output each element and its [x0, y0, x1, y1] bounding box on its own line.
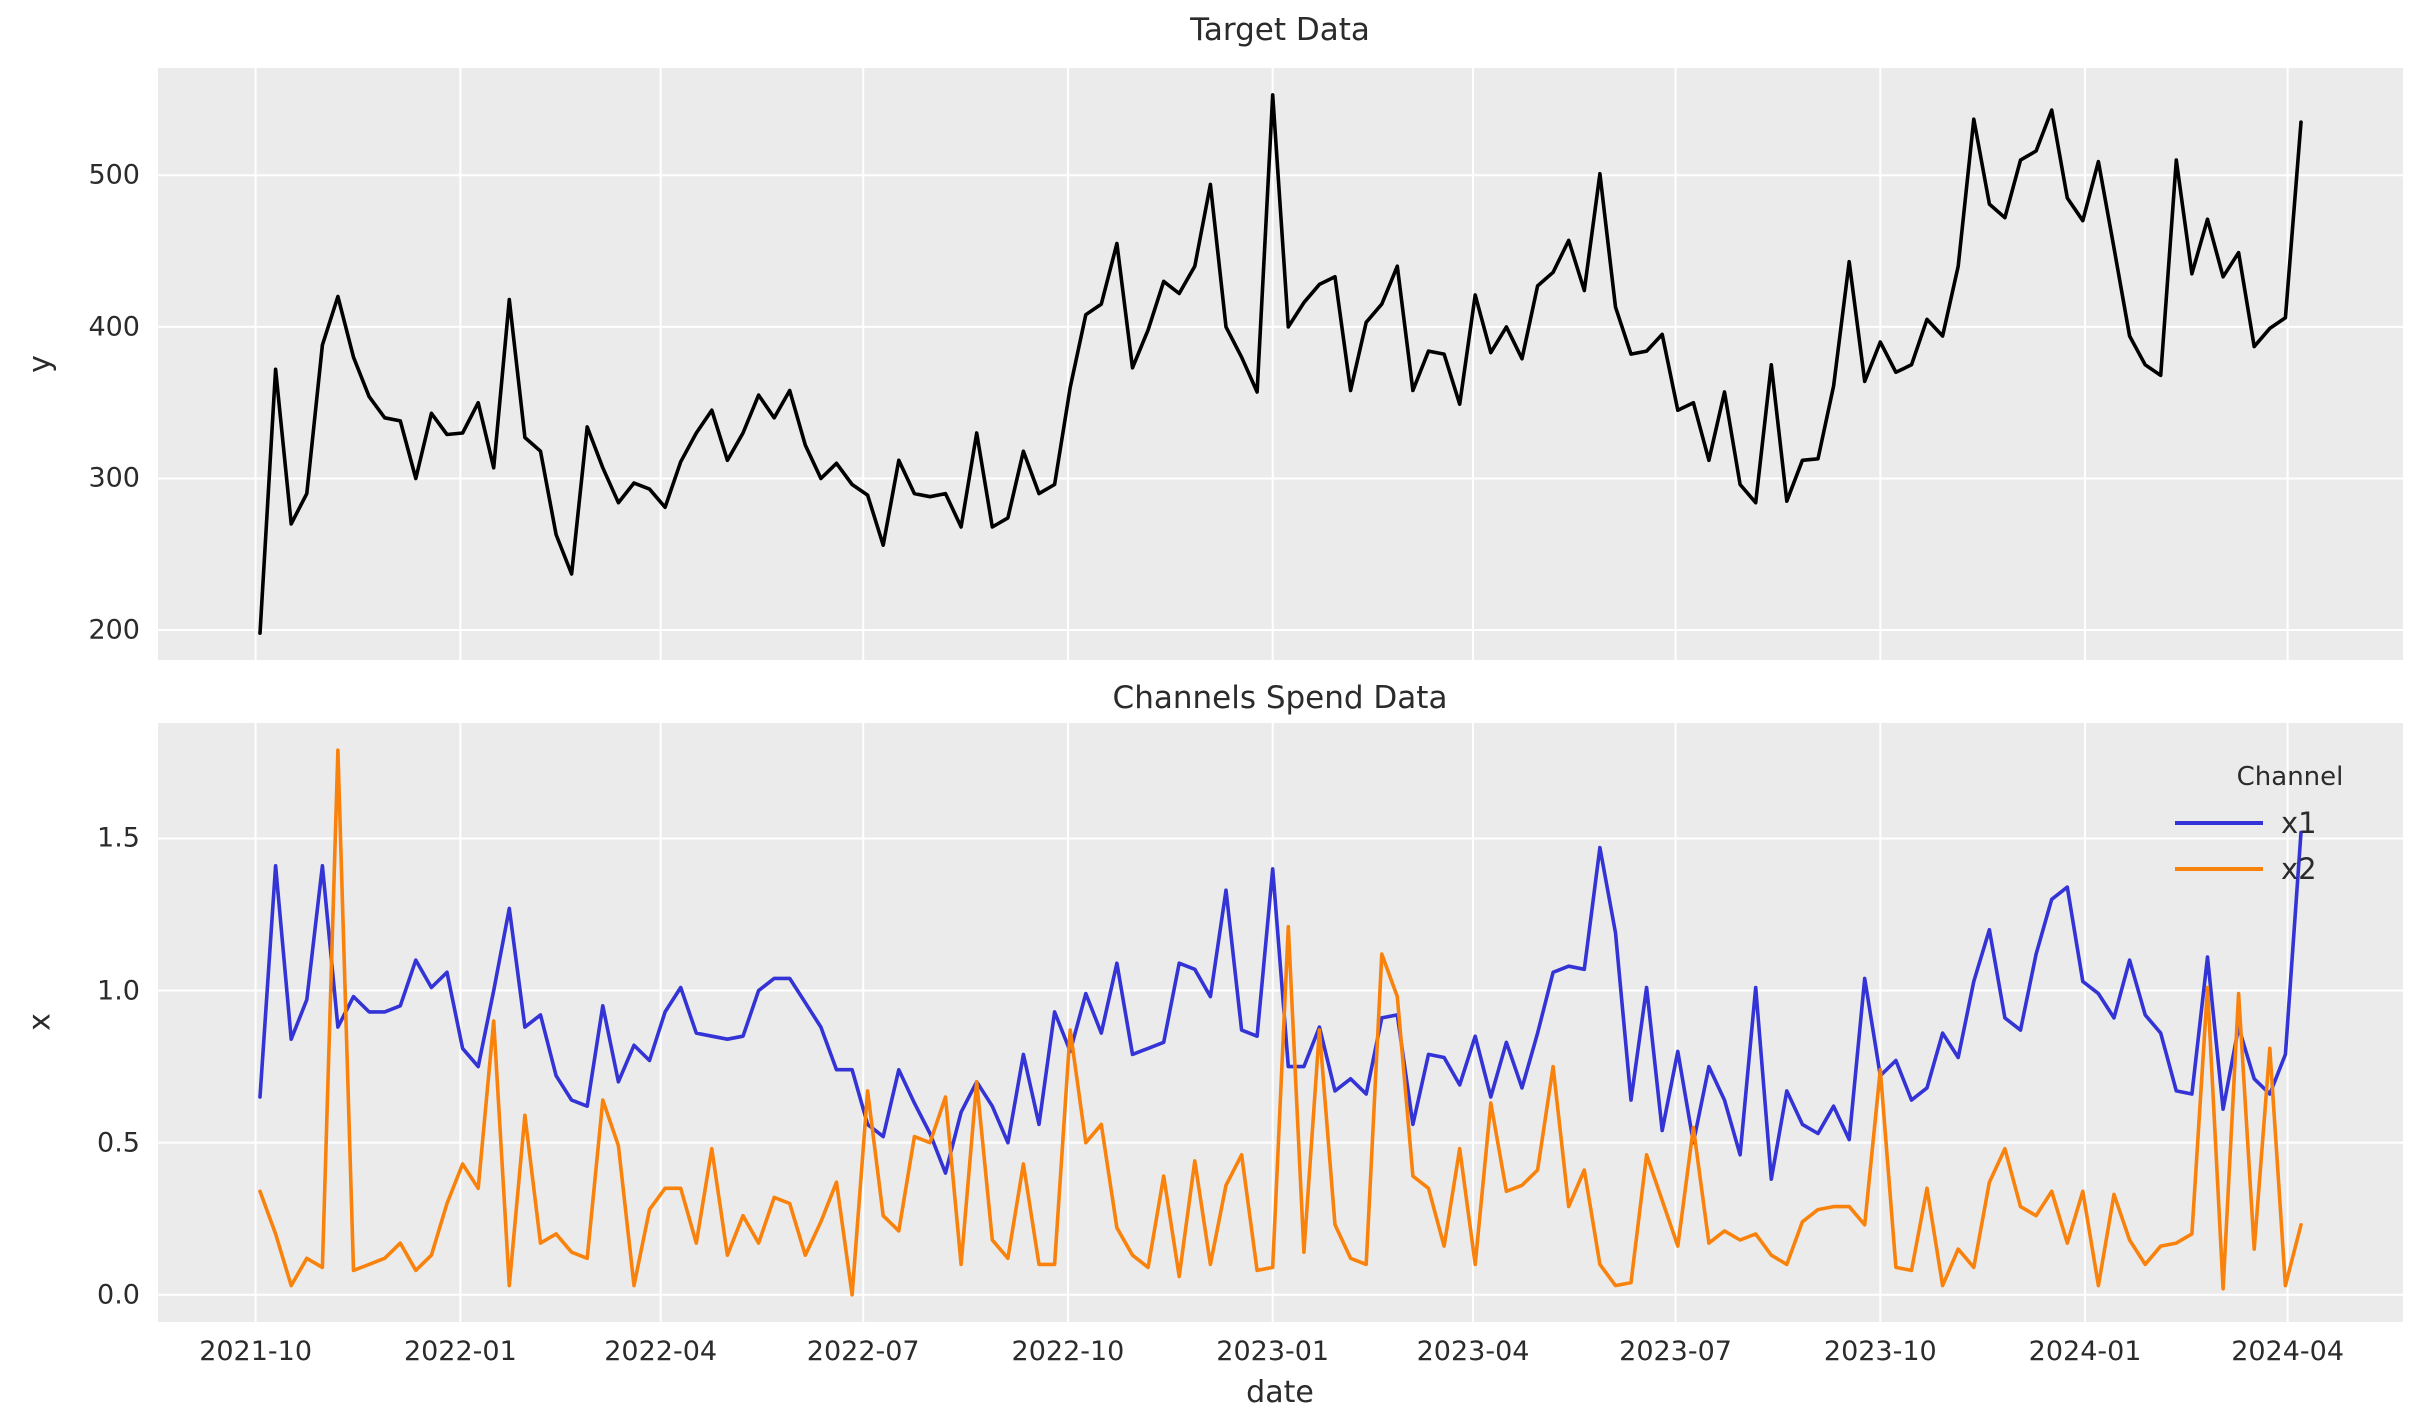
- x-tick-label: 2022-04: [604, 1336, 718, 1367]
- x-tick-label: 2022-07: [806, 1336, 920, 1367]
- target-data-plot: [158, 68, 2403, 660]
- legend-label-x2: x2: [2281, 852, 2317, 886]
- bottom-chart-title: Channels Spend Data: [1112, 680, 1448, 716]
- x-axis-label: date: [1246, 1375, 1314, 1410]
- y-tick-label: 1.5: [97, 822, 140, 854]
- y-tick-label: 200: [88, 614, 140, 646]
- x-tick-label: 2023-01: [1216, 1336, 1330, 1367]
- y-tick-label: 300: [88, 462, 140, 494]
- top-chart-title: Target Data: [1190, 12, 1370, 48]
- legend-title: Channel: [2236, 762, 2344, 792]
- legend-label-x1: x1: [2281, 806, 2317, 840]
- bottom-y-axis-label: x: [22, 1013, 58, 1031]
- x-tick-label: 2022-10: [1011, 1336, 1125, 1367]
- axes-background: [158, 68, 2403, 660]
- y-tick-label: 400: [88, 311, 140, 343]
- x-tick-label: 2024-01: [2028, 1336, 2142, 1367]
- series-line-y: [258, 93, 2303, 635]
- series-line-x1: [258, 830, 2303, 1182]
- legend-entry-x2: x2: [2175, 852, 2405, 886]
- x-tick-label: 2021-10: [199, 1336, 312, 1367]
- x-tick-label: 2023-10: [1823, 1336, 1937, 1367]
- legend-entries: x1 x2: [2175, 806, 2405, 886]
- y-tick-label: 0.0: [97, 1279, 140, 1311]
- legend-line-sample-x1: [2175, 821, 2263, 825]
- x-tick-label: 2024-04: [2231, 1336, 2344, 1367]
- x-tick-label: 2023-04: [1416, 1336, 1530, 1367]
- legend-line-sample-x2: [2175, 867, 2263, 871]
- top-y-axis-label: y: [22, 355, 58, 373]
- y-tick-label: 500: [88, 159, 140, 191]
- series-line-x2: [258, 748, 2303, 1297]
- x-tick-label: 2022-01: [403, 1336, 517, 1367]
- channels-spend-plot: [158, 723, 2403, 1322]
- y-tick-label: 1.0: [97, 975, 140, 1007]
- x-tick-label: 2023-07: [1619, 1336, 1732, 1367]
- legend-entry-x1: x1: [2175, 806, 2405, 840]
- y-tick-label: 0.5: [97, 1127, 140, 1159]
- legend: Channel x1 x2: [2175, 762, 2405, 898]
